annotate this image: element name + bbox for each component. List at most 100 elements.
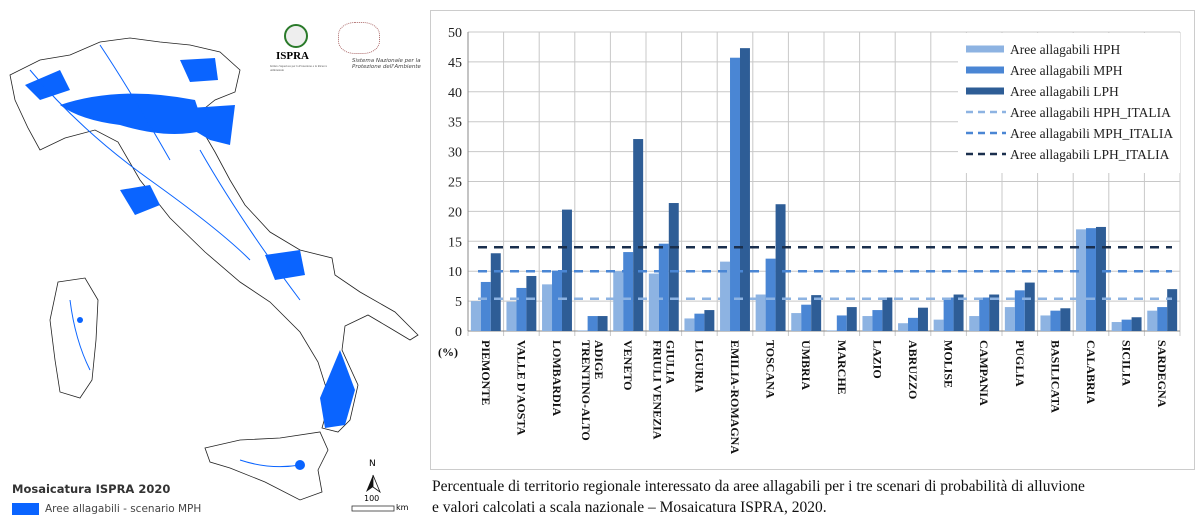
- scale-value: 100: [364, 494, 380, 503]
- bar-mph: [908, 317, 918, 331]
- x-category-label: TOSCANA: [764, 340, 778, 399]
- bar-lph: [739, 48, 750, 332]
- y-tick-label: 40: [448, 86, 462, 101]
- x-category-label: LIGURIA: [692, 340, 706, 393]
- bar-hph: [755, 294, 766, 331]
- bar-hph: [1004, 307, 1015, 331]
- x-category-label: LOMBARDIA: [550, 340, 564, 416]
- legend-swatch-mph: [12, 503, 39, 515]
- bar-mph: [730, 57, 740, 332]
- bar-mph: [1014, 290, 1025, 331]
- x-category-label: SARDEGNA: [1155, 340, 1169, 408]
- x-category-label: UMBRIA: [799, 340, 813, 390]
- bar-mph: [836, 315, 847, 331]
- bar-mph: [1157, 307, 1168, 331]
- map-legend: Aree allagabili - scenario MPH: [12, 503, 201, 515]
- bar-lph: [526, 275, 537, 331]
- y-tick-label: 30: [448, 146, 462, 161]
- bar-mph: [1086, 228, 1096, 331]
- bar-hph: [720, 261, 731, 331]
- x-category-label: CAMPANIA: [977, 340, 991, 406]
- snpa-logo-text: Sistema Nazionale per la Protezione dell…: [352, 58, 421, 70]
- bar-mph: [480, 281, 491, 331]
- italy-mainland: [9, 37, 419, 433]
- legend-label: Aree allagabili HPH_ITALIA: [1010, 105, 1171, 120]
- legend-label: Aree allagabili LPH_ITALIA: [1010, 147, 1170, 162]
- bar-lph: [846, 307, 857, 331]
- legend-swatch-icon: [966, 66, 1004, 74]
- bar-lph: [989, 294, 1000, 331]
- bar-mph: [1121, 319, 1132, 331]
- bar-lph: [917, 307, 928, 331]
- legend-swatch-icon: [966, 87, 1004, 95]
- bar-hph: [470, 301, 481, 331]
- bar-hph: [684, 318, 695, 331]
- italy-map-graphic: [9, 37, 419, 512]
- bar-mph: [658, 243, 669, 331]
- scale-bar: [351, 505, 395, 512]
- map-title: Mosaicatura ISPRA 2020: [12, 482, 171, 496]
- bar-mph: [979, 297, 990, 331]
- bar-lph: [1131, 317, 1142, 331]
- bar-hph: [613, 271, 624, 331]
- bar-lph: [882, 297, 893, 331]
- y-tick-label: 50: [448, 26, 462, 41]
- bar-lph: [1060, 308, 1071, 331]
- y-tick-label: 5: [455, 295, 462, 310]
- bar-lph: [775, 204, 786, 331]
- y-tick-label: 35: [448, 116, 462, 131]
- x-category-label: PUGLIA: [1013, 340, 1027, 387]
- rivers: [29, 44, 301, 468]
- y-tick-label: 45: [448, 56, 462, 71]
- legend-swatch-icon: [966, 45, 1004, 53]
- y-tick-label: 25: [448, 176, 462, 191]
- bar-lph: [811, 295, 822, 331]
- bar-lph: [1167, 289, 1178, 331]
- caption-line-1: Percentuale di territorio regionale inte…: [432, 478, 1085, 495]
- y-axis-unit-label: (%): [438, 345, 458, 359]
- bar-hph: [542, 284, 553, 331]
- bar-lph: [668, 203, 679, 331]
- y-tick-label: 15: [448, 235, 462, 250]
- scale-unit: km: [396, 503, 409, 512]
- map-legend-label: Aree allagabili - scenario MPH: [45, 503, 202, 515]
- bar-hph: [506, 301, 517, 331]
- bar-hph: [1040, 315, 1051, 331]
- x-category-label: BASILICATA: [1048, 340, 1062, 413]
- legend-label: Aree allagabili LPH: [1010, 84, 1119, 99]
- bar-lph: [490, 253, 501, 331]
- bar-mph: [587, 316, 598, 331]
- bar-hph: [898, 323, 909, 331]
- italy-flood-map: ISPRA Istituto Superiore per la Protezio…: [0, 0, 430, 526]
- legend-label: Aree allagabili MPH_ITALIA: [1010, 126, 1173, 141]
- bar-mph: [694, 313, 705, 331]
- bar-mph: [552, 270, 562, 331]
- bar-lph: [633, 139, 644, 331]
- x-category-label: VALLE D'AOSTA: [514, 340, 528, 436]
- x-category-label: TRENTINO-ALTO: [579, 340, 593, 441]
- y-tick-label: 20: [448, 205, 462, 220]
- bar-mph: [765, 258, 776, 331]
- x-category-label: EMILIA-ROMAGNA: [728, 340, 742, 454]
- bar-lph: [1024, 282, 1035, 331]
- bar-lph: [1095, 226, 1106, 331]
- north-label: N: [369, 459, 376, 469]
- bar-hph: [1147, 310, 1158, 331]
- bar-mph: [516, 287, 527, 331]
- x-category-label: SICILIA: [1120, 340, 1134, 386]
- x-category-label: GIULIA: [663, 340, 677, 384]
- north-arrow-icon: [366, 474, 381, 494]
- ispra-logo: ISPRA: [276, 50, 310, 62]
- x-category-label: CALABRIA: [1084, 340, 1098, 404]
- bar-hph: [1076, 229, 1087, 331]
- y-tick-label: 0: [455, 325, 462, 340]
- ispra-logo-subtitle: Istituto Superiore per la Protezione e l…: [270, 64, 327, 72]
- bar-hph: [862, 316, 873, 331]
- x-category-label: MARCHE: [835, 340, 849, 395]
- x-category-label: FRIULI VENEZIA: [650, 340, 664, 440]
- bar-mph: [872, 310, 883, 331]
- x-category-label: PIEMONTE: [479, 340, 493, 405]
- sardinia: [49, 277, 99, 399]
- bar-hph: [826, 330, 837, 331]
- bar-mph: [623, 252, 634, 331]
